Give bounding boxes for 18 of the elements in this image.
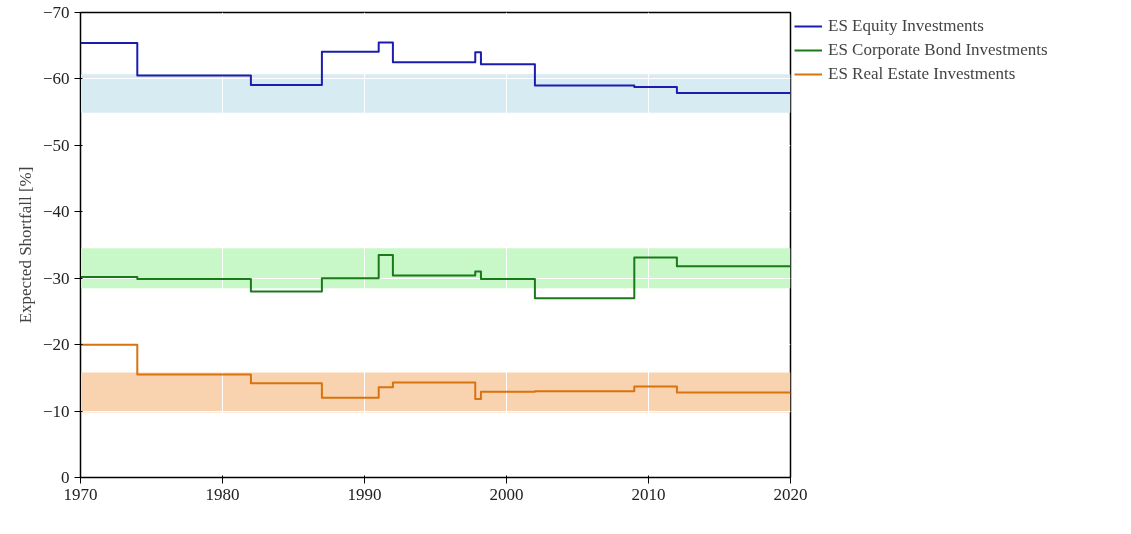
x-tick-label: 1980 [205,484,240,504]
y-tick-label: −10 [42,401,70,421]
y-axis-title: Expected Shortfall [%] [15,166,35,324]
x-tick-label: 2020 [773,484,808,504]
y-tick-label: −40 [42,202,70,222]
x-tick-label: 1970 [63,484,98,504]
y-tick-label: −20 [42,335,70,355]
legend-label: ES Equity Investments [828,16,984,36]
y-tick-label: 0 [61,468,70,487]
y-tick-label: −60 [42,69,70,89]
x-tick-label: 1990 [347,484,382,504]
legend-label: ES Real Estate Investments [828,64,1016,84]
x-tick-label: 2010 [631,484,666,504]
y-tick-label: −70 [42,3,70,22]
x-tick-label: 2000 [489,484,524,504]
y-tick-label: −30 [42,268,70,288]
y-tick-label: −50 [42,135,70,155]
legend-label: ES Corporate Bond Investments [828,40,1048,60]
